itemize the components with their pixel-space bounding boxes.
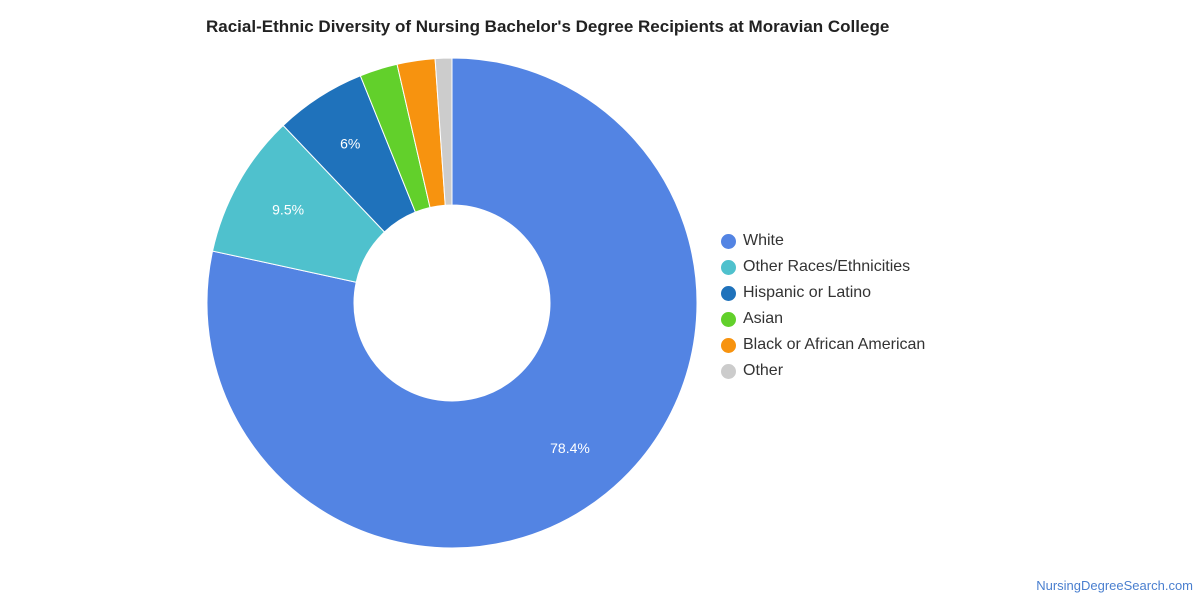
slice-white <box>206 57 698 549</box>
slice-label-white: 78.4% <box>550 440 590 456</box>
legend-item-other[interactable]: Other <box>721 358 925 384</box>
slice-label-hispanic-or-latino: 6% <box>340 136 360 152</box>
legend-swatch <box>721 259 736 275</box>
chart-legend: White Other Races/Ethnicities Hispanic or … <box>721 228 925 384</box>
legend-label: Other Races/Ethnicities <box>743 258 911 275</box>
legend-item-asian[interactable]: Asian <box>721 306 925 332</box>
legend-label: White <box>743 232 784 249</box>
legend-swatch <box>721 363 736 379</box>
legend-item-white[interactable]: White <box>721 228 925 254</box>
legend-item-black-or-african-american[interactable]: Black or African American <box>721 332 925 358</box>
legend-label: Hispanic or Latino <box>743 284 872 301</box>
legend-swatch <box>721 285 736 301</box>
legend-swatch <box>721 233 736 249</box>
legend-swatch <box>721 311 736 327</box>
legend-item-hispanic-or-latino[interactable]: Hispanic or Latino <box>721 280 925 306</box>
chart-title: Racial-Ethnic Diversity of Nursing Bache… <box>206 17 890 36</box>
slice-label-other-races-ethnicities: 9.5% <box>272 202 304 218</box>
legend-swatch <box>721 337 736 353</box>
legend-label: Black or African American <box>743 336 926 353</box>
legend-label: Other <box>743 362 784 379</box>
slice-other <box>434 57 453 206</box>
legend-label: Asian <box>743 310 784 327</box>
legend-item-other-races-ethnicities[interactable]: Other Races/Ethnicities <box>721 254 925 280</box>
source-link[interactable]: NursingDegreeSearch.com <box>1036 578 1193 593</box>
